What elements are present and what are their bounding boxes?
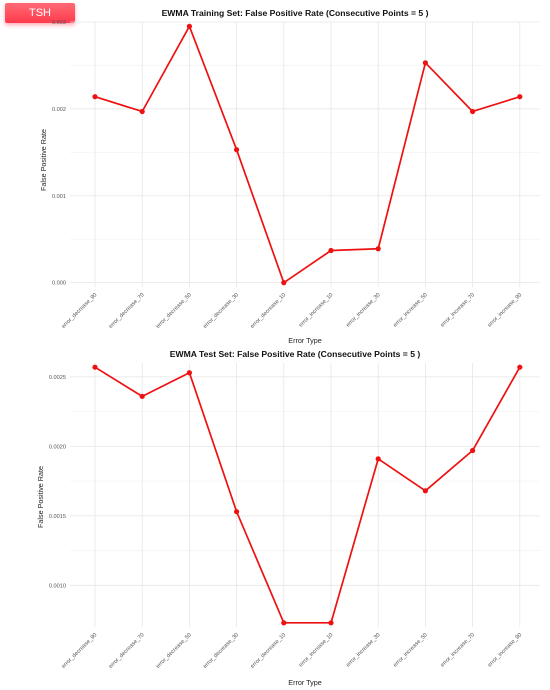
chart-training-y-ticks: 0.000 0.001 0.002 0.003 bbox=[52, 20, 66, 287]
y-tick-label: 0.0025 bbox=[49, 375, 66, 381]
x-tick-label: error_increase_50 bbox=[392, 632, 428, 668]
y-tick-label: 0.002 bbox=[52, 107, 66, 113]
x-tick-label: error_increase_90 bbox=[487, 292, 523, 328]
chart-training-xlabel: Error Type bbox=[288, 336, 321, 345]
chart-test-x-ticks: error_decrease_90 error_decrease_70 error_… bbox=[61, 632, 523, 670]
x-tick-label: error_decrease_90 bbox=[61, 632, 99, 670]
series-line bbox=[94, 25, 521, 284]
x-tick-label: error_increase_30 bbox=[345, 292, 381, 328]
data-point bbox=[281, 280, 287, 286]
chart-training: EWMA Training Set: False Positive Rate (… bbox=[39, 8, 540, 345]
x-tick-label: error_decrease_50 bbox=[155, 292, 193, 330]
chart-test: EWMA Test Set: False Positive Rate (Cons… bbox=[36, 349, 540, 687]
series-line bbox=[94, 366, 521, 624]
chart-test-y-ticks: 0.0010 0.0015 0.0020 0.0025 bbox=[49, 375, 66, 589]
x-tick-label: error_increase_70 bbox=[440, 632, 476, 668]
data-point bbox=[328, 247, 334, 254]
chart-training-series bbox=[92, 23, 523, 286]
x-tick-label: error_decrease_30 bbox=[202, 632, 240, 670]
x-tick-label: error_decrease_70 bbox=[108, 292, 146, 330]
tsh-badge: TSH bbox=[5, 3, 75, 23]
y-tick-label: 0.0010 bbox=[49, 583, 66, 589]
data-point bbox=[139, 108, 145, 115]
data-point bbox=[234, 147, 240, 153]
y-tick-label: 0.0015 bbox=[49, 514, 66, 520]
data-point bbox=[186, 23, 192, 29]
data-point bbox=[234, 509, 240, 515]
data-point bbox=[281, 620, 287, 626]
data-point bbox=[422, 488, 428, 494]
data-point bbox=[375, 456, 381, 462]
data-point bbox=[470, 108, 476, 115]
x-tick-label: error_decrease_10 bbox=[250, 292, 288, 330]
chart-training-title: EWMA Training Set: False Positive Rate (… bbox=[162, 8, 429, 18]
x-tick-label: error_decrease_90 bbox=[61, 292, 99, 330]
y-tick-label: 0.0020 bbox=[49, 444, 66, 450]
data-point bbox=[328, 620, 334, 626]
data-point bbox=[422, 60, 428, 66]
data-point bbox=[375, 246, 381, 252]
chart-test-xlabel: Error Type bbox=[288, 678, 321, 687]
data-point bbox=[517, 94, 523, 100]
data-point bbox=[92, 94, 98, 100]
x-tick-label: error_decrease_70 bbox=[108, 632, 146, 670]
y-tick-label: 0.003 bbox=[52, 20, 66, 26]
x-tick-label: error_increase_10 bbox=[298, 292, 334, 328]
chart-test-ylabel: False Positive Rate bbox=[36, 466, 45, 528]
x-tick-label: error_decrease_10 bbox=[250, 632, 288, 670]
chart-training-x-ticks: error_decrease_90 error_decrease_70 error_… bbox=[61, 292, 523, 330]
data-point bbox=[470, 447, 476, 454]
data-point bbox=[517, 364, 523, 370]
x-tick-label: error_increase_90 bbox=[487, 632, 523, 668]
x-tick-label: error_increase_10 bbox=[298, 632, 334, 668]
x-tick-label: error_decrease_50 bbox=[155, 632, 193, 670]
x-tick-label: error_increase_30 bbox=[345, 632, 381, 668]
chart-test-title: EWMA Test Set: False Positive Rate (Cons… bbox=[170, 349, 421, 359]
data-point bbox=[186, 370, 192, 376]
x-tick-label: error_increase_70 bbox=[440, 292, 476, 328]
x-tick-label: error_decrease_30 bbox=[202, 292, 240, 330]
chart-test-grid bbox=[70, 363, 540, 627]
chart-test-series bbox=[92, 364, 523, 626]
x-tick-label: error_increase_50 bbox=[392, 292, 428, 328]
data-point bbox=[139, 393, 145, 399]
chart-training-ylabel: False Positive Rate bbox=[39, 129, 48, 191]
y-tick-label: 0.001 bbox=[52, 194, 66, 200]
data-point bbox=[92, 364, 98, 370]
chart-training-grid bbox=[70, 21, 540, 287]
y-tick-label: 0.000 bbox=[52, 281, 66, 287]
